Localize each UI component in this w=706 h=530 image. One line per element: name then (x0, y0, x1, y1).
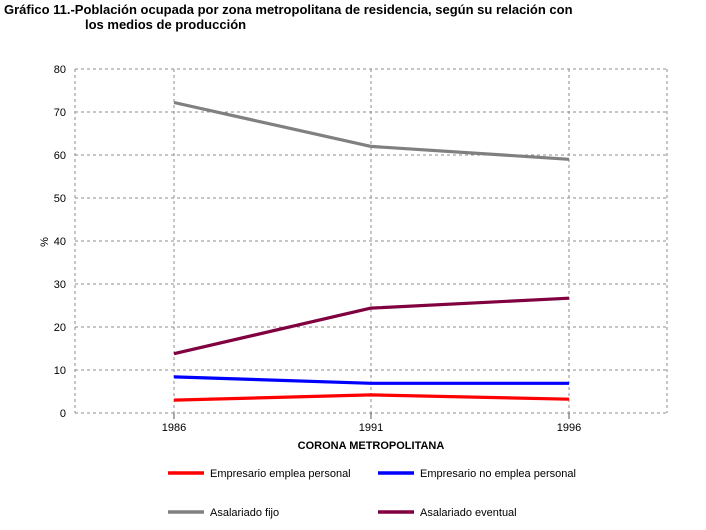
y-axis-label: % (39, 237, 51, 247)
x-axis-label: CORONA METROPOLITANA (298, 440, 445, 452)
chart-title-line-1: Gráfico 11.-Población ocupada por zona m… (4, 2, 573, 17)
series-lines (173, 100, 570, 402)
legend-label-1: Empresario emplea personal (210, 468, 351, 480)
y-tick-label: 10 (54, 365, 66, 377)
y-tick-label: 70 (54, 107, 66, 119)
legend-label-3: Asalariado fijo (210, 507, 279, 519)
y-tick-label: 40 (54, 236, 66, 248)
y-tick-label: 50 (54, 193, 66, 205)
series-line-2 (173, 375, 569, 385)
y-tick-label: 30 (54, 279, 66, 291)
chart-title-line-2: los medios de producción (85, 17, 247, 32)
legend-label-2: Empresario no emplea personal (420, 468, 576, 480)
legend-label-4: Asalariado eventual (420, 507, 517, 519)
x-axis-ticks: 1986 1991 1996 (162, 413, 581, 434)
series-line-4 (173, 296, 570, 356)
x-tick-label: 1991 (359, 422, 383, 434)
y-axis-ticks: 0 10 20 30 40 50 60 70 80 (54, 64, 66, 420)
series-line-1 (173, 393, 570, 402)
x-tick-label: 1986 (162, 422, 186, 434)
y-tick-label: 80 (54, 64, 66, 76)
y-tick-label: 0 (60, 408, 66, 420)
chart-title: Gráfico 11.-Población ocupada por zona m… (4, 2, 694, 32)
y-tick-label: 20 (54, 322, 66, 334)
grid-lines (74, 68, 668, 414)
legend: Empresario emplea personal Empresario no … (168, 468, 576, 519)
y-tick-label: 60 (54, 150, 66, 162)
series-line-3 (173, 100, 570, 161)
x-tick-label: 1996 (557, 422, 581, 434)
